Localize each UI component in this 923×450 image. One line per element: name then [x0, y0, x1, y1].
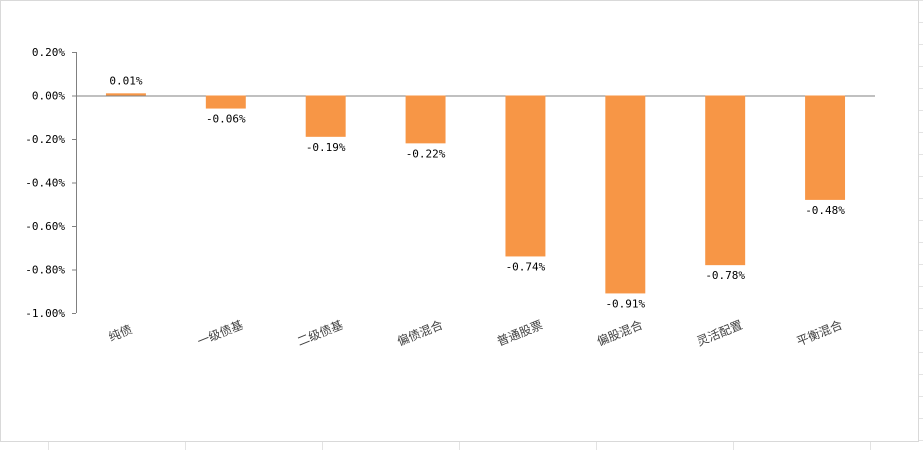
- y-tick-label: -0.80%: [25, 264, 65, 277]
- data-labels: 0.01% -0.06% -0.19% -0.22% -0.74% -0.91% -0.78…: [109, 74, 845, 310]
- chart-frame: [0, 0, 919, 442]
- data-label: -0.74%: [506, 260, 546, 273]
- y-axis: 0.20% 0.00% -0.20% -0.40% -0.60% -0.80% -1.00%: [25, 46, 875, 320]
- data-label: -0.06%: [206, 113, 246, 126]
- bar: [205, 95, 246, 109]
- data-label: -0.91%: [605, 297, 645, 310]
- bar: [805, 95, 846, 200]
- bars: [105, 93, 846, 294]
- data-label: -0.48%: [805, 204, 845, 217]
- y-tick-label: 0.00%: [32, 90, 65, 103]
- y-tick-label: -0.60%: [25, 220, 65, 233]
- bar: [605, 95, 646, 294]
- data-label: -0.19%: [306, 141, 346, 154]
- data-label: 0.01%: [109, 74, 142, 87]
- bar: [705, 95, 746, 266]
- bar: [505, 95, 546, 257]
- bar: [305, 95, 346, 137]
- y-tick-label: -0.20%: [25, 133, 65, 146]
- y-tick-label: -0.40%: [25, 177, 65, 190]
- bar: [405, 95, 446, 144]
- data-label: -0.78%: [705, 269, 745, 282]
- data-label: -0.22%: [406, 147, 446, 160]
- y-tick-label: 0.20%: [32, 46, 65, 59]
- y-tick-label: -1.00%: [25, 307, 65, 320]
- bar: [105, 93, 146, 96]
